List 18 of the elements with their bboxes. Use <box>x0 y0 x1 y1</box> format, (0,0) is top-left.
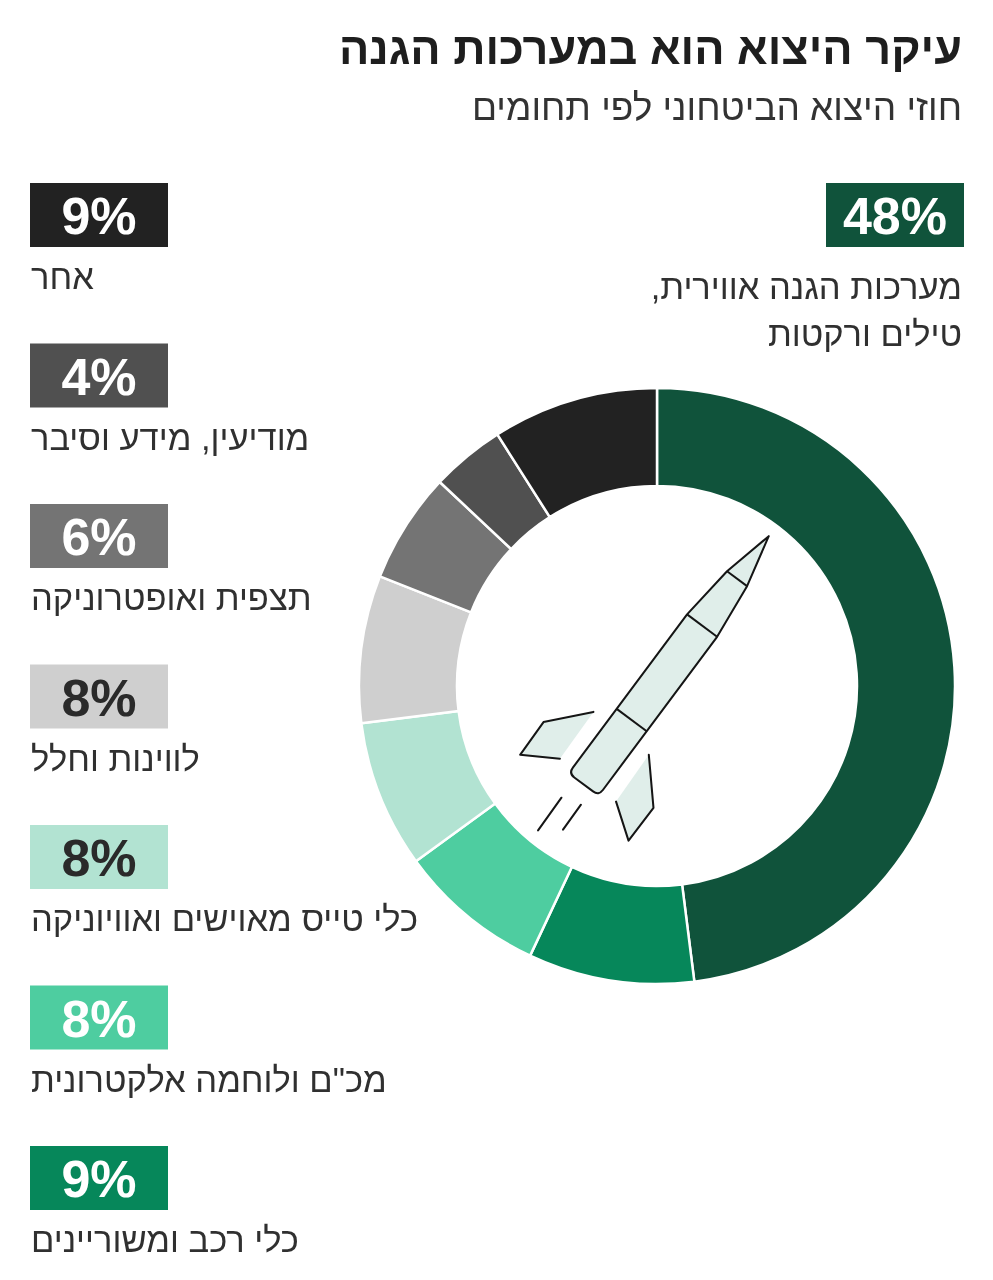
data-label: 9% <box>61 187 137 245</box>
data-label: 8% <box>61 989 137 1048</box>
data-label: 4% <box>61 347 137 406</box>
data-label: 8% <box>61 829 137 887</box>
legend-label: כלי טייס מאוישים ואוויוניקה <box>31 900 419 938</box>
chart-title: עיקר היצוא הוא במערכות הגנה <box>338 23 962 74</box>
legend-label: לווינות וחלל <box>31 739 200 778</box>
legend-label: כלי רכב ומשוריינים <box>31 1221 299 1259</box>
chart-subtitle: חוזי היצוא הביטחוני לפי תחומים <box>472 87 962 128</box>
data-label: 8% <box>61 668 137 727</box>
data-label: 6% <box>61 508 137 566</box>
data-label: 48% <box>842 187 948 245</box>
legend-label: תצפית ואופטרוניקה <box>31 579 312 617</box>
legend-label: מודיעין, מידע וסיבר <box>31 418 310 457</box>
data-label: 9% <box>61 1150 137 1208</box>
legend-label: מערכות הגנה אווירית, טילים ורקטות <box>650 268 962 353</box>
legend-label: מכ"ם ולוחמה אלקטרונית <box>31 1060 387 1099</box>
legend-label: אחר <box>31 258 95 296</box>
